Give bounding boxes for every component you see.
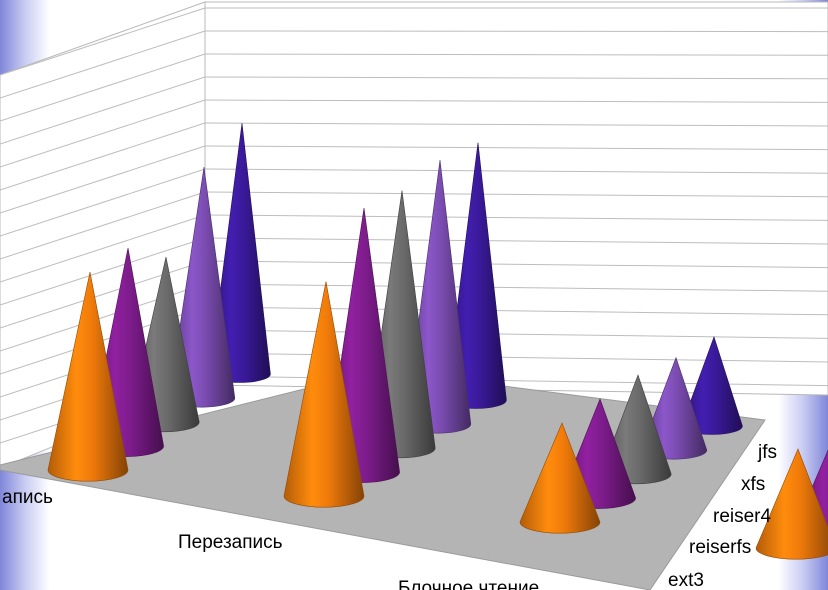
gridline xyxy=(0,99,206,168)
series-label: ext3 xyxy=(668,570,704,590)
gridline xyxy=(204,260,828,269)
gridline xyxy=(0,122,206,191)
gridline xyxy=(204,237,828,245)
back-wall xyxy=(204,1,828,396)
gridline xyxy=(204,329,828,339)
gridlines xyxy=(0,7,828,444)
gridline xyxy=(204,145,828,151)
cone-body xyxy=(755,448,828,560)
cone-mark xyxy=(755,448,828,560)
gridline xyxy=(204,214,828,221)
category-label: Перезапись xyxy=(178,532,283,553)
gridline xyxy=(0,7,206,76)
gridline xyxy=(204,191,828,198)
gridline xyxy=(204,168,828,174)
gridline xyxy=(204,122,828,127)
category-label: Блочное чтение xyxy=(398,578,539,590)
gridline xyxy=(204,283,828,292)
cone-body xyxy=(283,281,365,508)
gridline xyxy=(0,260,206,329)
gridline xyxy=(0,214,206,283)
gridline xyxy=(0,168,206,237)
series-label: reiserfs xyxy=(689,537,751,558)
cone-mark xyxy=(283,281,365,508)
series-label: reiser4 xyxy=(713,506,772,527)
gridline xyxy=(0,191,206,260)
series-label: xfs xyxy=(741,474,765,495)
cone-mark xyxy=(47,271,129,482)
gridline xyxy=(204,99,828,103)
gridline xyxy=(204,30,828,33)
gridline xyxy=(204,53,828,56)
gridline xyxy=(0,145,206,214)
gridline xyxy=(0,76,206,145)
gridline xyxy=(0,30,206,99)
gridline xyxy=(204,306,828,316)
gridline xyxy=(204,76,828,80)
cone-body xyxy=(47,271,129,482)
gridline xyxy=(0,53,206,122)
gridline xyxy=(0,237,206,306)
cone-marks xyxy=(47,123,828,560)
gridline xyxy=(204,352,828,363)
series-label: jfs xyxy=(757,442,777,463)
cone-mark xyxy=(519,422,601,534)
category-label: апись xyxy=(2,487,53,508)
cone-body xyxy=(519,422,601,534)
